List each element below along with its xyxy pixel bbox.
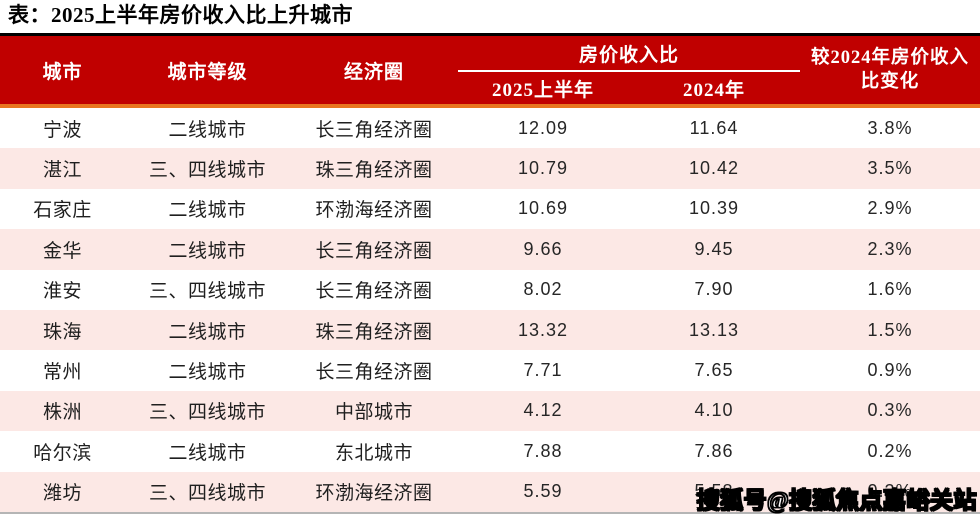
cell-city: 湛江 bbox=[42, 160, 82, 182]
cell-ratio-2024: 13.13 bbox=[688, 319, 740, 340]
cell-ratio-2025h1: 9.66 bbox=[523, 238, 563, 259]
cell-region: 环渤海经济圈 bbox=[315, 200, 433, 222]
cell-ratio-2024: 11.64 bbox=[689, 117, 739, 138]
cell-tier: 二线城市 bbox=[168, 321, 247, 343]
table-row: 宁波 二线城市 长三角经济圈 12.09 11.64 3.8% bbox=[0, 108, 980, 149]
cell-city: 哈尔滨 bbox=[33, 442, 92, 464]
cell-ratio-2025h1: 8.02 bbox=[523, 279, 563, 300]
cell-ratio-2024: 10.42 bbox=[688, 158, 740, 179]
cell-ratio-2024: 7.90 bbox=[694, 279, 734, 300]
table-row: 金华 二线城市 长三角经济圈 9.66 9.45 2.3% bbox=[0, 229, 980, 270]
table-row: 淮安 三、四线城市 长三角经济圈 8.02 7.90 1.6% bbox=[0, 269, 980, 310]
cell-city: 金华 bbox=[42, 240, 82, 262]
table-row: 石家庄 二线城市 环渤海经济圈 10.69 10.39 2.9% bbox=[0, 188, 980, 230]
cell-change: 3.8% bbox=[867, 117, 913, 138]
cell-ratio-2025h1: 12.09 bbox=[517, 117, 569, 138]
cell-city: 常州 bbox=[42, 362, 82, 384]
table-header: 城市 城市等级 经济圈 房价收入比 2025上半年 2024年 较2024年房价… bbox=[0, 36, 980, 104]
cell-ratio-2024: 5.58 bbox=[694, 481, 734, 502]
table-row: 常州 二线城市 长三角经济圈 7.71 7.65 0.9% bbox=[0, 350, 980, 391]
cell-ratio-2024: 7.65 bbox=[694, 360, 734, 381]
cell-ratio-2024: 4.10 bbox=[694, 400, 734, 421]
cell-region: 长三角经济圈 bbox=[315, 362, 433, 384]
cell-change: 1.5% bbox=[867, 319, 913, 340]
header-change-line2: 比变化 bbox=[860, 72, 920, 92]
cell-tier: 二线城市 bbox=[168, 119, 247, 141]
cell-region: 中部城市 bbox=[334, 402, 413, 424]
header-region: 经济圈 bbox=[343, 61, 404, 83]
cell-city: 珠海 bbox=[42, 321, 82, 343]
cell-change: 0.9% bbox=[867, 360, 913, 381]
cell-change: 0.2% bbox=[867, 440, 913, 461]
cell-change: 2.3% bbox=[867, 238, 913, 259]
cell-region: 长三角经济圈 bbox=[315, 119, 433, 141]
cell-tier: 三、四线城市 bbox=[148, 160, 266, 182]
cell-region: 珠三角经济圈 bbox=[315, 160, 433, 182]
cell-tier: 二线城市 bbox=[168, 362, 247, 384]
cell-city: 淮安 bbox=[42, 281, 82, 303]
cell-city: 宁波 bbox=[42, 119, 82, 141]
cell-region: 长三角经济圈 bbox=[315, 281, 433, 303]
cell-region: 东北城市 bbox=[334, 442, 413, 464]
cell-ratio-2025h1: 10.69 bbox=[517, 198, 569, 219]
table-row: 湛江 三、四线城市 珠三角经济圈 10.79 10.42 3.5% bbox=[0, 148, 980, 189]
table-row: 珠海 二线城市 珠三角经济圈 13.32 13.13 1.5% bbox=[0, 309, 980, 351]
cell-ratio-2025h1: 10.79 bbox=[517, 158, 569, 179]
cell-change: 2.9% bbox=[867, 198, 913, 219]
housing-price-income-table: 城市 城市等级 经济圈 房价收入比 2025上半年 2024年 较2024年房价… bbox=[0, 33, 980, 514]
cell-ratio-2025h1: 5.59 bbox=[523, 481, 563, 502]
cell-region: 珠三角经济圈 bbox=[315, 321, 433, 343]
table-body: 宁波 二线城市 长三角经济圈 12.09 11.64 3.8% 湛江 三、四线城… bbox=[0, 108, 980, 512]
cell-region: 环渤海经济圈 bbox=[315, 483, 433, 505]
sohu-watermark: 搜狐号@搜狐焦点嘉峪关站 bbox=[696, 487, 977, 513]
header-ratio-group: 房价收入比 bbox=[458, 36, 800, 72]
cell-city: 株洲 bbox=[42, 402, 82, 424]
header-2025h1: 2025上半年 bbox=[491, 79, 594, 101]
cell-ratio-2025h1: 7.71 bbox=[523, 360, 563, 381]
header-city: 城市 bbox=[42, 61, 83, 83]
cell-city: 潍坊 bbox=[42, 483, 82, 505]
cell-ratio-2025h1: 7.88 bbox=[523, 440, 563, 461]
header-change-vs-2024: 较2024年房价收入 比变化 bbox=[800, 36, 980, 104]
cell-ratio-2024: 10.39 bbox=[688, 198, 740, 219]
table-row: 潍坊 三、四线城市 环渤海经济圈 5.59 5.58 0.2% bbox=[0, 471, 980, 512]
cell-change: 3.5% bbox=[867, 158, 913, 179]
header-change-line1: 较2024年房价收入 bbox=[810, 48, 969, 68]
header-accent-line bbox=[0, 104, 980, 108]
table-bottom-border bbox=[0, 511, 980, 514]
table-top-border bbox=[0, 33, 980, 36]
cell-ratio-2024: 9.45 bbox=[694, 238, 734, 259]
cell-tier: 三、四线城市 bbox=[148, 402, 266, 424]
header-2024: 2024年 bbox=[682, 79, 745, 101]
cell-region: 长三角经济圈 bbox=[315, 240, 433, 262]
cell-tier: 三、四线城市 bbox=[148, 281, 266, 303]
table-row: 株洲 三、四线城市 中部城市 4.12 4.10 0.3% bbox=[0, 390, 980, 432]
table-row: 哈尔滨 二线城市 东北城市 7.88 7.86 0.2% bbox=[0, 431, 980, 472]
cell-ratio-2025h1: 4.12 bbox=[523, 400, 563, 421]
cell-tier: 二线城市 bbox=[168, 442, 247, 464]
cell-change: 0.3% bbox=[867, 400, 913, 421]
cell-city: 石家庄 bbox=[33, 200, 92, 222]
table-title: 表：2025上半年房价收入比上升城市 bbox=[8, 3, 353, 27]
cell-tier: 二线城市 bbox=[168, 200, 247, 222]
cell-change: 0.2% bbox=[867, 481, 913, 502]
cell-tier: 三、四线城市 bbox=[148, 483, 266, 505]
cell-ratio-2025h1: 13.32 bbox=[517, 319, 569, 340]
cell-tier: 二线城市 bbox=[168, 240, 247, 262]
cell-change: 1.6% bbox=[867, 279, 913, 300]
header-city-tier: 城市等级 bbox=[167, 61, 248, 83]
cell-ratio-2024: 7.86 bbox=[694, 440, 734, 461]
